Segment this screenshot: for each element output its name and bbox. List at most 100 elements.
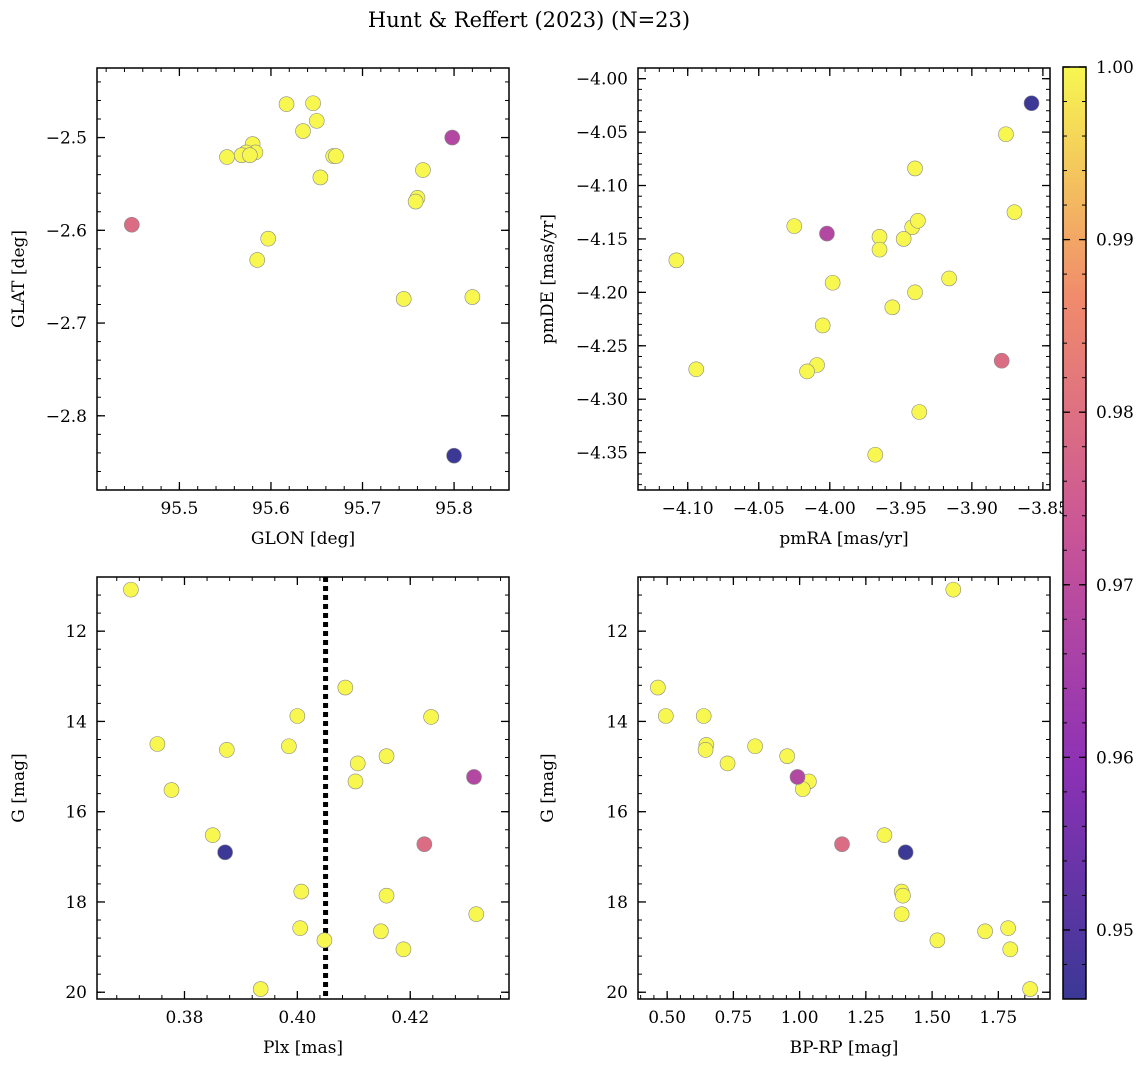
y-axis-label: pmDE [mas/yr] [538, 214, 558, 344]
scatter-point [305, 95, 321, 112]
y-tick-label: −4.00 [576, 70, 628, 90]
scatter-point [249, 252, 266, 268]
scatter-point [407, 193, 424, 210]
y-tick-label: −2.5 [46, 129, 87, 149]
scatter-point [799, 363, 815, 380]
scatter-point [911, 404, 928, 420]
x-tick-label: −3.85 [1017, 499, 1069, 519]
panel-pm: −4.10 −4.05 −4.00 −3.95 −3.90 −3.85 −4.00 −4.05… [538, 67, 1069, 549]
y-tick-label: 12 [606, 622, 628, 642]
scatter-point [1000, 920, 1016, 936]
y-tick-label: 20 [606, 983, 628, 1003]
scatter-point [668, 252, 685, 269]
x-tick-label: 0.50 [648, 1008, 686, 1028]
scatter-points [668, 95, 1040, 463]
scatter-point [468, 906, 485, 922]
scatter-point [786, 218, 803, 234]
x-tick-label: −3.90 [946, 499, 998, 519]
axes-frame [96, 67, 510, 491]
y-tick-label: 14 [65, 712, 87, 732]
x-axis-label: GLON [deg] [251, 529, 355, 549]
x-tick-label: −4.00 [804, 499, 856, 519]
scatter-point [779, 748, 795, 764]
y-tick-label: −4.10 [576, 177, 628, 197]
y-tick-label: −4.25 [576, 337, 628, 357]
y-tick-label: −4.20 [576, 283, 628, 303]
x-axis-label: BP-RP [mag] [790, 1038, 899, 1058]
scatter-points [123, 581, 485, 997]
colorbar-gradient [1062, 66, 1087, 1000]
panel-glon-glat: 95.5 95.6 95.7 95.8 −2.5 −2.6 −2.7 −2.8 GLON [de… [9, 67, 510, 549]
scatter-point [1023, 95, 1040, 112]
scatter-point [945, 581, 962, 598]
scatter-point [464, 289, 481, 305]
scatter-point [289, 708, 306, 724]
scatter-point [328, 148, 344, 164]
scatter-point [292, 920, 308, 936]
scatter-point [658, 708, 674, 724]
scatter-point [929, 932, 946, 949]
scatter-point [695, 708, 712, 724]
y-axis-label: GLAT [deg] [9, 230, 29, 328]
scatter-point [1022, 981, 1038, 997]
scatter-point [910, 212, 926, 229]
y-tick-label: −4.35 [576, 444, 628, 464]
y-tick-label: 18 [65, 893, 87, 913]
minor-ticks [638, 68, 1050, 490]
x-tick-label: 95.8 [435, 499, 473, 519]
scatter-point [219, 149, 235, 165]
scatter-point [697, 742, 714, 758]
scatter-point [834, 836, 850, 852]
colorbar-tick-label: 0.99 [1096, 231, 1134, 251]
colorbar-tick-label: 0.97 [1096, 576, 1134, 596]
scatter-point [719, 755, 736, 772]
y-axis-label: G [mag] [9, 753, 29, 822]
y-axis-label: G [mag] [538, 753, 558, 822]
x-tick-label: 1.50 [913, 1008, 951, 1028]
axes-frame [637, 67, 1051, 491]
scatter-point [941, 270, 957, 287]
scatter-point [219, 742, 235, 758]
scatter-point [993, 352, 1010, 369]
x-tick-label: −4.10 [662, 499, 714, 519]
y-tick-label: −4.05 [576, 123, 628, 143]
x-tick-label: 0.42 [391, 1008, 429, 1028]
scatter-point [466, 769, 482, 785]
scatter-point [308, 113, 325, 129]
scatter-point [977, 923, 993, 940]
scatter-points [650, 581, 1038, 997]
scatter-point [907, 284, 923, 301]
x-tick-label: 0.40 [278, 1008, 316, 1028]
y-tick-label: −2.6 [46, 221, 87, 241]
scatter-point [378, 887, 395, 904]
panel-plx-g: 0.38 0.40 0.42 12 14 16 18 20 Plx [mas] G [mag] [9, 576, 510, 1058]
x-tick-label: 95.6 [252, 499, 290, 519]
scatter-point [260, 230, 277, 247]
scatter-point [312, 169, 329, 186]
scatter-point [416, 836, 433, 852]
scatter-point [824, 274, 841, 291]
scatter-point [278, 96, 295, 112]
y-tick-label: 16 [65, 803, 87, 823]
scatter-point [747, 738, 763, 755]
y-tick-label: −4.15 [576, 230, 628, 250]
scatter-point [295, 123, 311, 139]
scatter-point [204, 827, 221, 843]
y-tick-label: 18 [606, 893, 628, 913]
colorbar-ticks: 0.95 0.96 0.97 0.98 0.99 1.00 [1063, 58, 1134, 965]
scatter-point [316, 932, 333, 949]
scatter-point [893, 906, 910, 922]
scatter-point [884, 299, 901, 316]
axes-frame [637, 576, 1051, 1000]
scatter-point [446, 447, 462, 464]
panels: 95.5 95.6 95.7 95.8 −2.5 −2.6 −2.7 −2.8 GLON [de… [9, 67, 1069, 1058]
y-tick-label: 14 [606, 712, 628, 732]
colorbar-tick-label: 0.98 [1096, 403, 1134, 423]
x-tick-label: 1.00 [781, 1008, 819, 1028]
scatter-point [252, 981, 269, 997]
x-tick-label: 0.75 [714, 1008, 752, 1028]
scatter-point [395, 291, 412, 307]
scatter-point [444, 129, 461, 146]
scatter-point [871, 241, 888, 258]
panel-cmd: 0.50 0.75 1.00 1.25 1.50 1.75 12 14 16 18 20 BP-RP … [538, 576, 1051, 1058]
